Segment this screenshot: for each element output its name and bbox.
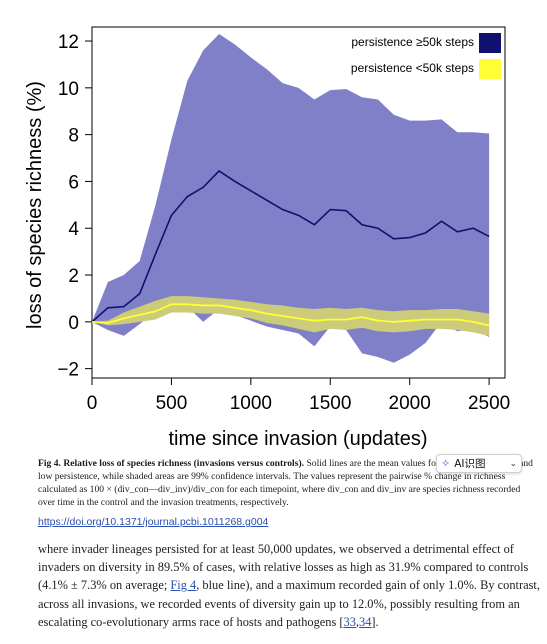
figure-4-chart: 0 500 1000 1500 2000 2500 −2 0 2 4 6 8 10 12 time si… xyxy=(24,26,510,450)
legend-label-high: persistence ≥50k steps xyxy=(351,35,474,49)
body-text-2: , blue line), and a maximum recorded gai… xyxy=(38,578,540,629)
series-line-1 xyxy=(91,303,490,327)
series-line-0 xyxy=(91,169,490,323)
ai-widget-label: AI识图 xyxy=(454,458,486,470)
confidence-band-0 xyxy=(92,34,490,363)
reference-separator: , xyxy=(355,614,360,629)
legend: persistence ≥50k steps persistence <50k … xyxy=(351,33,501,79)
plot-frame xyxy=(91,26,506,379)
x-tick-label-0: 0 xyxy=(87,393,98,414)
y-tick-label-4: 4 xyxy=(68,219,79,240)
caption-label: Fig 4. Relative loss of species richness… xyxy=(38,458,305,469)
figure-caption: Fig 4. Relative loss of species richness… xyxy=(38,457,538,509)
fig-4-link[interactable]: Fig 4 xyxy=(170,578,197,593)
x-tick-label-2000: 2000 xyxy=(389,393,431,414)
reference-link-33[interactable]: 33 xyxy=(343,614,356,629)
y-tick-label--2: −2 xyxy=(57,360,79,381)
y-tick-label-0: 0 xyxy=(68,313,79,334)
caption-text: Solid lines are the mean values for inva… xyxy=(38,458,533,508)
ai-image-recognition-widget[interactable]: ✧ AI识图 ⌄ xyxy=(436,454,522,473)
y-tick-label-6: 6 xyxy=(68,172,79,193)
y-tick-label-10: 10 xyxy=(58,79,79,100)
chevron-down-icon[interactable]: ⌄ xyxy=(509,458,517,469)
x-tick-label-500: 500 xyxy=(156,393,188,414)
doi-link[interactable]: https://doi.org/10.1371/journal.pcbi.101… xyxy=(38,516,269,528)
y-axis-label: loss of species richness (%) xyxy=(24,81,46,329)
y-tick-label-12: 12 xyxy=(58,32,79,53)
x-tick-label-1000: 1000 xyxy=(230,393,272,414)
legend-label-low: persistence <50k steps xyxy=(351,61,474,75)
x-axis-label: time since invasion (updates) xyxy=(168,428,427,450)
y-tick-label-2: 2 xyxy=(68,266,79,287)
legend-swatch-high xyxy=(479,33,501,53)
body-text-1: where invader lineages persisted for at … xyxy=(38,542,529,593)
reference-link-34[interactable]: 34 xyxy=(359,614,372,629)
x-tick-label-2500: 2500 xyxy=(468,393,510,414)
y-tick-label-8: 8 xyxy=(68,126,79,147)
x-tick-label-1500: 1500 xyxy=(309,393,351,414)
body-paragraph: where invader lineages persisted for at … xyxy=(38,540,543,631)
body-text-3: ]. xyxy=(371,614,379,629)
legend-swatch-low xyxy=(479,59,501,79)
sparkle-icon: ✧ xyxy=(441,457,451,470)
confidence-band-1 xyxy=(92,296,490,336)
